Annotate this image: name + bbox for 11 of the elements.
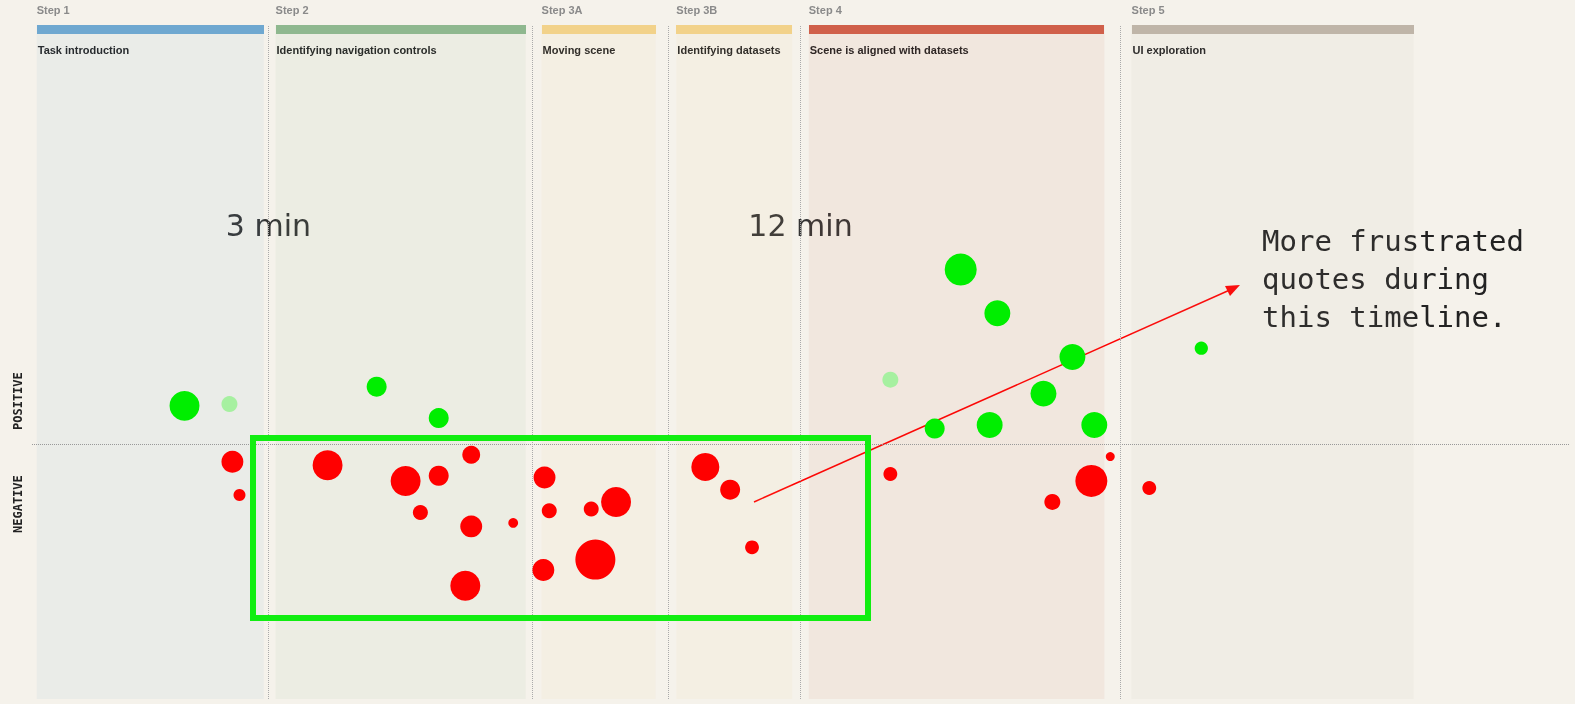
- text: POSITIVE: [11, 372, 25, 430]
- text: Step 4 Scene is aligned with datasets: [808, 3, 969, 56]
- text: NEGATIVE: [11, 475, 25, 533]
- text: Step 2 Identifying navigation controls: [275, 3, 437, 56]
- text: Step 3B Identifying datasets: [676, 3, 781, 56]
- text: Step 1 Task introduction: [36, 3, 130, 56]
- annotation: More frustrated quotes during this timeline.: [1262, 224, 1542, 334]
- text: Step 3A Moving scene: [541, 3, 616, 56]
- x-tick-label: 12 min: [748, 207, 853, 243]
- x-tick-label: 3 min: [225, 207, 312, 243]
- text: Step 5 UI exploration: [1131, 3, 1206, 56]
